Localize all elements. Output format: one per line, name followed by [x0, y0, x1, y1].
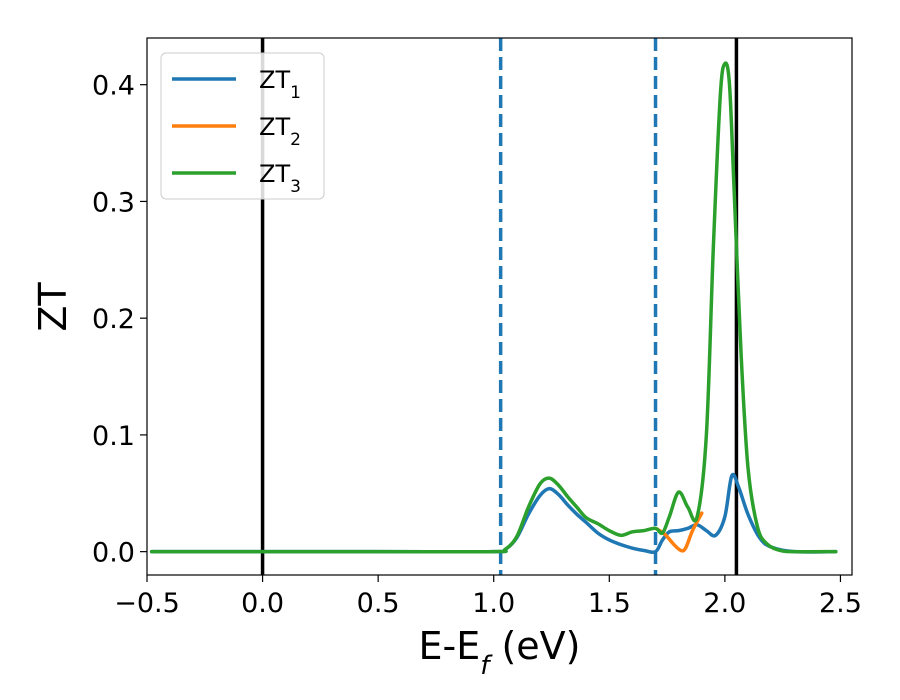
x-tick-label: −0.5	[114, 588, 180, 619]
legend-label-zt3: ZT3	[259, 160, 301, 197]
y-tick-label: 0.3	[92, 187, 135, 218]
legend: ZT1 ZT2 ZT3	[160, 52, 325, 200]
x-tick-label: 1.0	[472, 588, 515, 619]
legend-label-zt2: ZT2	[259, 113, 301, 150]
axes: −0.5 0.0 0.5 1.0 1.5 2.0 2.5 0.0 0.1 0.2 0.3 0.4	[92, 37, 862, 619]
x-tick-label: 2.0	[703, 588, 746, 619]
y-tick-label: 0.1	[92, 421, 135, 452]
y-tick-label: 0.2	[92, 304, 135, 335]
x-tick-label: 2.5	[819, 588, 862, 619]
plot-frame	[146, 37, 853, 576]
legend-box	[160, 52, 325, 200]
x-tick-label: 1.5	[588, 588, 631, 619]
x-tick-label: 0.5	[357, 588, 400, 619]
series-line-zt2	[653, 511, 704, 553]
x-tick-label: 0.0	[241, 588, 284, 619]
legend-label-zt1: ZT1	[259, 66, 301, 103]
y-tick-label: 0.0	[92, 538, 135, 569]
y-axis-label: ZT	[31, 282, 75, 332]
x-axis-label: E-Ef (eV)	[419, 624, 581, 681]
series-line-zt3	[149, 61, 838, 554]
y-tick-label: 0.4	[92, 71, 135, 102]
